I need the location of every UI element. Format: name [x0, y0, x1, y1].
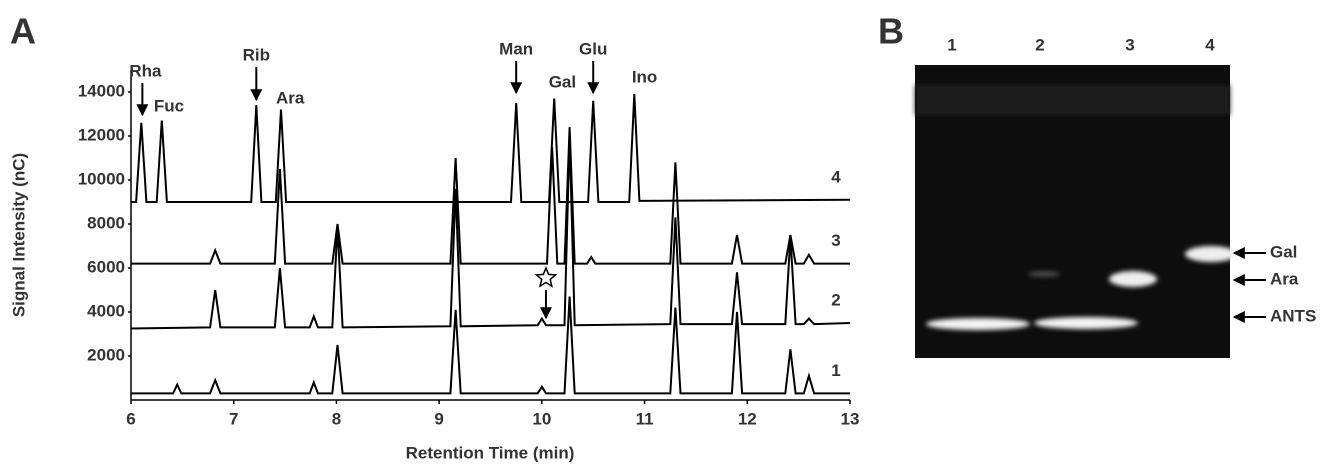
peak-label: Glu	[579, 39, 607, 58]
trace	[131, 94, 850, 202]
trace	[131, 127, 850, 263]
y-tick-label: 6000	[87, 257, 125, 276]
figure: A B Retention Time (min) Signal Intensit…	[0, 0, 1325, 465]
band-label: ANTS	[1270, 306, 1316, 325]
band-label: Ara	[1270, 269, 1299, 288]
y-tick-label: 8000	[87, 213, 125, 232]
trace	[131, 297, 850, 394]
peak-label: Rib	[243, 45, 270, 64]
trace	[131, 136, 850, 329]
x-tick-label: 7	[229, 409, 238, 428]
x-tick-label: 11	[636, 409, 654, 428]
lane-label: 2	[1035, 35, 1044, 54]
panel-label: A	[10, 11, 36, 52]
x-tick-label: 10	[532, 409, 551, 428]
y-tick-label: 12000	[78, 125, 125, 144]
panel-label: B	[878, 11, 904, 52]
x-tick-label: 9	[434, 409, 443, 428]
peak-label: Ara	[276, 88, 305, 107]
peak-label: Gal	[549, 72, 576, 91]
y-tick-label: 10000	[78, 169, 125, 188]
x-tick-label: 6	[126, 409, 135, 428]
peak-label: Ino	[632, 67, 658, 86]
y-tick-label: 14000	[78, 81, 125, 100]
series-label: 1	[831, 361, 840, 380]
band-label: Gal	[1270, 242, 1297, 261]
y-axis-title: Signal Intensity (nC)	[9, 153, 28, 317]
series-label: 2	[831, 290, 840, 309]
peak-label: Man	[499, 39, 533, 58]
lane-label: 3	[1125, 35, 1134, 54]
lane-label: 1	[947, 35, 956, 54]
peak-label: Rha	[129, 61, 162, 80]
series-label: 3	[831, 231, 840, 250]
x-tick-label: 13	[841, 409, 860, 428]
y-tick-label: 4000	[87, 301, 125, 320]
y-tick-label: 2000	[87, 345, 125, 364]
x-tick-label: 8	[332, 409, 341, 428]
series-label: 4	[831, 167, 841, 186]
x-axis-title: Retention Time (min)	[406, 443, 575, 462]
star-marker	[537, 268, 556, 286]
peak-label: Fuc	[154, 96, 184, 115]
x-tick-label: 12	[738, 409, 757, 428]
lane-label: 4	[1205, 35, 1215, 54]
